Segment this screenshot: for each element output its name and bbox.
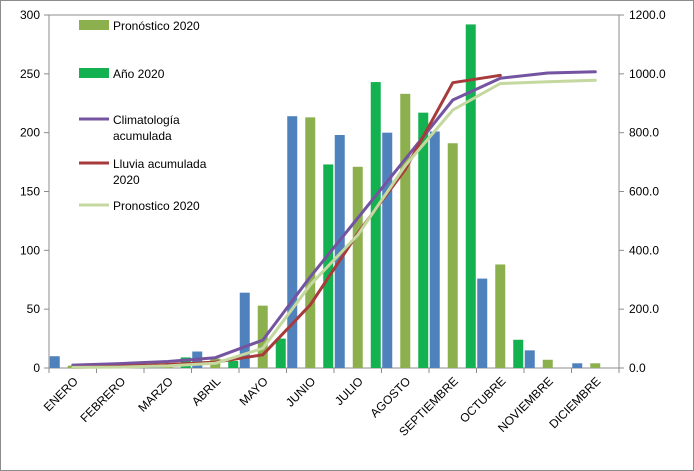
bar-series1-junio [287,116,298,369]
legend-label-3: Climatología [113,113,180,127]
right-axis-tick-label: 800.0 [629,126,659,140]
legend-label-5: Pronostico 2020 [113,199,200,213]
x-axis-tick-label: MAYO [237,374,271,408]
x-axis-tick-label: AGOSTO [367,374,413,420]
bar-series1-noviembre [524,350,535,368]
right-axis-tick-label: 600.0 [629,185,659,199]
line-series-1 [71,70,597,367]
left-axis-tick-label: 0 [33,361,40,375]
bar-series2-junio [305,117,316,369]
bar-series3-octubre [513,339,524,368]
x-axis-tick-label: MARZO [135,374,176,415]
left-axis-tick-label: 300 [20,8,40,22]
bar-series2-mayo [257,305,268,368]
bar-series2-diciembre [590,363,601,368]
bar-series2-noviembre [542,359,553,368]
x-axis-tick-label: ABRIL [189,374,224,409]
bar-series2-septiembre [447,143,458,368]
x-axis-tick-label: JUNIO [283,374,318,409]
left-axis-tick-label: 250 [20,67,40,81]
x-axis-tick-label: FEBRERO [77,374,128,425]
left-axis-tick-label: 150 [20,185,40,199]
legend-swatch-2 [79,68,109,78]
legend-swatch-1 [79,20,109,30]
x-axis-tick-label: OCTUBRE [457,374,508,425]
bar-series3-agosto [418,112,429,368]
left-axis-tick-label: 100 [20,243,40,257]
bar-series1-agosto [382,132,393,368]
bar-series3-julio [370,82,381,368]
legend-label-4: Lluvia acumulada [113,157,207,171]
bar-series2-agosto [400,93,411,368]
bar-series1-mayo [239,292,250,368]
bar-series3-mayo [275,338,286,368]
bar-series1-julio [334,135,345,368]
bar-series1-enero [49,356,60,368]
bar-series1-diciembre [572,363,583,368]
right-axis-tick-label: 200.0 [629,302,659,316]
x-axis-tick-label: JULIO [332,374,366,408]
bar-series3-abril [228,360,239,368]
legend-label-1: Pronóstico 2020 [113,19,200,33]
bar-series1-octubre [477,278,488,368]
bar-series3-septiembre [465,24,476,369]
right-axis-tick-label: 0.0 [629,361,646,375]
right-axis-tick-label: 400.0 [629,243,659,257]
legend-label-4: 2020 [113,173,140,187]
left-axis-tick-label: 200 [20,126,40,140]
x-axis-tick-label: ENERO [41,374,81,414]
bar-series1-septiembre [429,131,440,368]
bar-series2-julio [352,166,363,368]
bar-series2-octubre [495,264,506,368]
x-axis-tick-label: DICIEMBRE [546,374,603,431]
left-axis-tick-label: 50 [27,302,41,316]
right-axis-tick-label: 1000.0 [629,67,666,81]
legend-label-3: acumulada [113,129,172,143]
legend-label-2: Año 2020 [113,67,165,81]
line-series-3 [71,78,597,369]
right-axis-tick-label: 1200.0 [629,8,666,22]
